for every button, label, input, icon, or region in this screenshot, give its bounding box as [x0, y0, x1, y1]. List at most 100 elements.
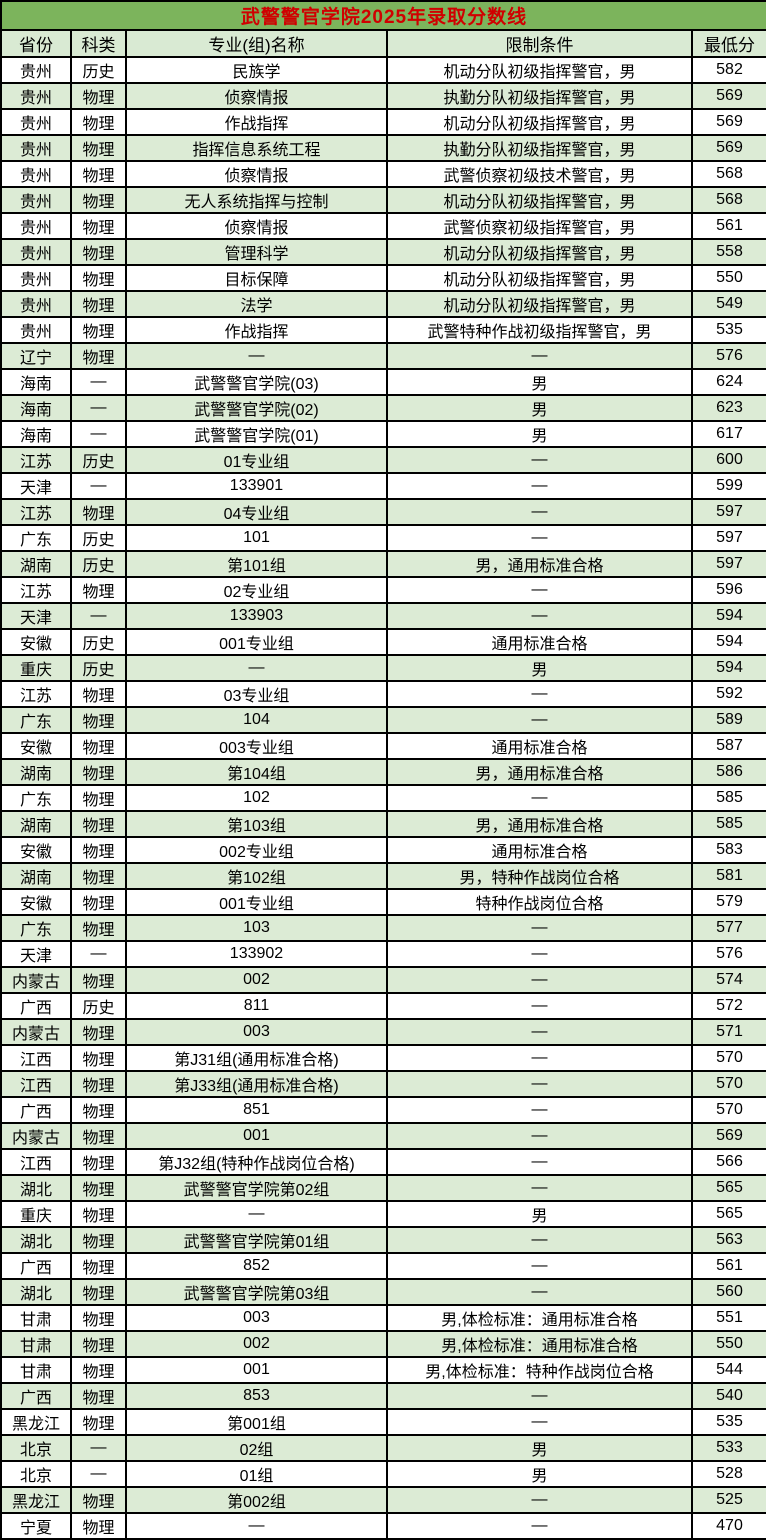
cell-province: 黑龙江 — [0, 1408, 72, 1436]
table-row: 广西 物理 853—540 — [0, 1382, 766, 1410]
cell-subject: — — [70, 940, 127, 968]
cell-major: — — [125, 342, 388, 370]
cell-min-score: 574 — [690, 966, 766, 994]
table-row: 贵州 物理 侦察情报 执勤分队初级指挥警官，男 569 — [0, 82, 766, 110]
cell-subject: 物理 — [70, 706, 127, 734]
cell-major: 811 — [125, 992, 388, 1020]
cell-restriction: — — [386, 1096, 693, 1124]
cell-restriction: 通用标准合格 — [386, 732, 693, 760]
column-header-min-score: 最低分 — [690, 29, 766, 58]
cell-restriction: 特种作战岗位合格 — [386, 888, 693, 916]
table-row: 湖北 物理 武警警官学院第01组 —563 — [0, 1226, 766, 1254]
cell-min-score: 577 — [690, 914, 766, 942]
cell-restriction: — — [386, 1148, 693, 1176]
cell-major: 武警警官学院(03) — [125, 368, 388, 396]
table-row: 内蒙古 物理 003—571 — [0, 1018, 766, 1046]
table-row: 甘肃 物理 003 男,体检标准：通用标准合格 551 — [0, 1304, 766, 1332]
cell-subject: 历史 — [70, 56, 127, 84]
cell-major: 01组 — [125, 1460, 388, 1488]
cell-major: 管理科学 — [125, 238, 388, 266]
cell-major: 第J32组(特种作战岗位合格) — [125, 1148, 388, 1176]
cell-subject: 物理 — [70, 1278, 127, 1306]
cell-province: 北京 — [0, 1460, 72, 1488]
cell-subject: 物理 — [70, 342, 127, 370]
cell-min-score: 594 — [690, 602, 766, 630]
cell-subject: — — [70, 394, 127, 422]
cell-major: 无人系统指挥与控制 — [125, 186, 388, 214]
table-row: 江西 物理 第J31组(通用标准合格) —570 — [0, 1044, 766, 1072]
table-row: 宁夏 物理 — —470 — [0, 1512, 766, 1540]
cell-min-score: 569 — [690, 82, 766, 110]
cell-major: 指挥信息系统工程 — [125, 134, 388, 162]
cell-min-score: 540 — [690, 1382, 766, 1410]
table-row: 江西 物理 第J33组(通用标准合格) —570 — [0, 1070, 766, 1098]
cell-min-score: 558 — [690, 238, 766, 266]
cell-restriction: 男,体检标准：特种作战岗位合格 — [386, 1356, 693, 1384]
cell-restriction: 通用标准合格 — [386, 836, 693, 864]
cell-restriction: 执勤分队初级指挥警官，男 — [386, 82, 693, 110]
cell-min-score: 550 — [690, 264, 766, 292]
table-row: 安徽 物理 002专业组 通用标准合格 583 — [0, 836, 766, 864]
cell-min-score: 585 — [690, 810, 766, 838]
cell-province: 甘肃 — [0, 1304, 72, 1332]
cell-min-score: 597 — [690, 498, 766, 526]
cell-restriction: 男 — [386, 394, 693, 422]
cell-subject: — — [70, 1460, 127, 1488]
cell-min-score: 561 — [690, 1252, 766, 1280]
table-row: 广西 历史 811—572 — [0, 992, 766, 1020]
cell-min-score: 568 — [690, 186, 766, 214]
cell-min-score: 535 — [690, 1408, 766, 1436]
cell-province: 江苏 — [0, 446, 72, 474]
cell-province: 湖南 — [0, 862, 72, 890]
cell-min-score: 551 — [690, 1304, 766, 1332]
cell-subject: 历史 — [70, 550, 127, 578]
cell-subject: — — [70, 420, 127, 448]
cell-province: 天津 — [0, 602, 72, 630]
cell-restriction: — — [386, 576, 693, 604]
cell-province: 江西 — [0, 1148, 72, 1176]
cell-subject: 历史 — [70, 654, 127, 682]
cell-major: 133901 — [125, 472, 388, 500]
cell-subject: 物理 — [70, 1096, 127, 1124]
cell-restriction: 机动分队初级指挥警官，男 — [386, 238, 693, 266]
cell-major: 第104组 — [125, 758, 388, 786]
cell-province: 湖北 — [0, 1226, 72, 1254]
cell-min-score: 589 — [690, 706, 766, 734]
cell-province: 安徽 — [0, 888, 72, 916]
table-row: 广东 物理 104—589 — [0, 706, 766, 734]
cell-restriction: 机动分队初级指挥警官，男 — [386, 108, 693, 136]
table-row: 海南 — 武警警官学院(01) 男 617 — [0, 420, 766, 448]
cell-major: 第002组 — [125, 1486, 388, 1514]
cell-restriction: — — [386, 524, 693, 552]
cell-major: 第J31组(通用标准合格) — [125, 1044, 388, 1072]
cell-province: 江西 — [0, 1044, 72, 1072]
cell-restriction: 男,体检标准：通用标准合格 — [386, 1304, 693, 1332]
cell-province: 海南 — [0, 368, 72, 396]
table-row: 甘肃 物理 002 男,体检标准：通用标准合格 550 — [0, 1330, 766, 1358]
cell-subject: 物理 — [70, 264, 127, 292]
cell-province: 湖北 — [0, 1278, 72, 1306]
cell-major: 102 — [125, 784, 388, 812]
cell-min-score: 576 — [690, 940, 766, 968]
cell-province: 内蒙古 — [0, 1018, 72, 1046]
cell-major: 作战指挥 — [125, 108, 388, 136]
cell-major: 853 — [125, 1382, 388, 1410]
cell-min-score: 535 — [690, 316, 766, 344]
table-row: 甘肃 物理 001 男,体检标准：特种作战岗位合格 544 — [0, 1356, 766, 1384]
cell-major: 武警警官学院第02组 — [125, 1174, 388, 1202]
table-row: 湖南 物理 第103组 男，通用标准合格 585 — [0, 810, 766, 838]
cell-major: 103 — [125, 914, 388, 942]
cell-min-score: 544 — [690, 1356, 766, 1384]
cell-subject: 物理 — [70, 1226, 127, 1254]
cell-major: 002专业组 — [125, 836, 388, 864]
cell-subject: 物理 — [70, 160, 127, 188]
cell-restriction: 武警侦察初级技术警官，男 — [386, 160, 693, 188]
table-row: 贵州 物理 侦察情报 武警侦察初级指挥警官，男 561 — [0, 212, 766, 240]
cell-subject: 物理 — [70, 1486, 127, 1514]
cell-province: 贵州 — [0, 212, 72, 240]
cell-restriction: — — [386, 1382, 693, 1410]
cell-subject: 物理 — [70, 1018, 127, 1046]
cell-restriction: — — [386, 706, 693, 734]
cell-province: 广东 — [0, 706, 72, 734]
cell-restriction: — — [386, 472, 693, 500]
